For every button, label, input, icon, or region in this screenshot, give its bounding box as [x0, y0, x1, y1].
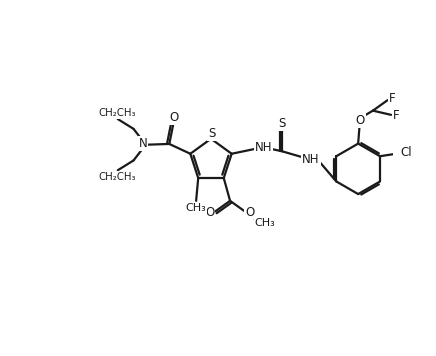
Text: O: O [170, 111, 179, 124]
Text: Cl: Cl [400, 146, 412, 159]
Text: NH: NH [255, 141, 272, 153]
Text: O: O [245, 205, 254, 219]
Text: CH₃: CH₃ [255, 218, 276, 227]
Text: CH₂CH₃: CH₂CH₃ [99, 172, 136, 182]
Text: F: F [389, 91, 396, 105]
Text: NH: NH [302, 152, 320, 166]
Text: CH₂CH₃: CH₂CH₃ [99, 109, 136, 119]
Text: O: O [205, 205, 215, 219]
Text: S: S [279, 117, 286, 131]
Text: CH₃: CH₃ [186, 203, 207, 213]
Text: O: O [356, 114, 365, 127]
Text: S: S [208, 127, 215, 140]
Text: N: N [139, 137, 147, 150]
Text: F: F [393, 109, 399, 122]
